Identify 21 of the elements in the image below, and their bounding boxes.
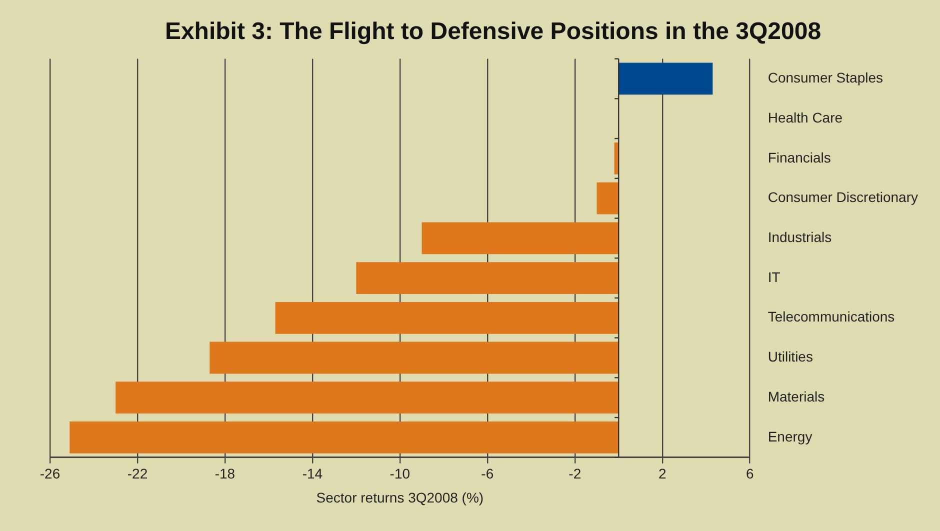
- y-tick-label: Health Care: [768, 109, 843, 126]
- chart-title: Exhibit 3: The Flight to Defensive Positions in the 3Q2008: [164, 18, 822, 46]
- y-tick-label: Utilities: [768, 348, 813, 365]
- x-axis-title: Sector returns 3Q2008 (%): [316, 489, 484, 506]
- y-tick-label: Consumer Discretionary: [768, 189, 918, 206]
- y-tick-label: Industrials: [768, 229, 832, 246]
- x-tick-label: 2: [658, 466, 666, 482]
- y-tick-label: Energy: [768, 428, 812, 444]
- x-tick-label: -22: [127, 466, 148, 482]
- y-tick-label: Consumer Staples: [768, 70, 884, 86]
- y-tick-label: IT: [768, 268, 781, 285]
- y-tick-label: Materials: [768, 388, 825, 404]
- x-tick-label: 6: [746, 466, 754, 482]
- x-tick-label: -14: [302, 466, 323, 482]
- x-tick-label: -6: [481, 466, 494, 482]
- x-tick-label: -18: [214, 466, 236, 482]
- y-tick-label: Financials: [768, 149, 831, 166]
- x-tick-label: -10: [390, 466, 410, 482]
- x-tick-label: -2: [568, 466, 582, 482]
- x-tick-label: -26: [40, 466, 60, 482]
- y-tick-label: Telecommunications: [768, 308, 895, 325]
